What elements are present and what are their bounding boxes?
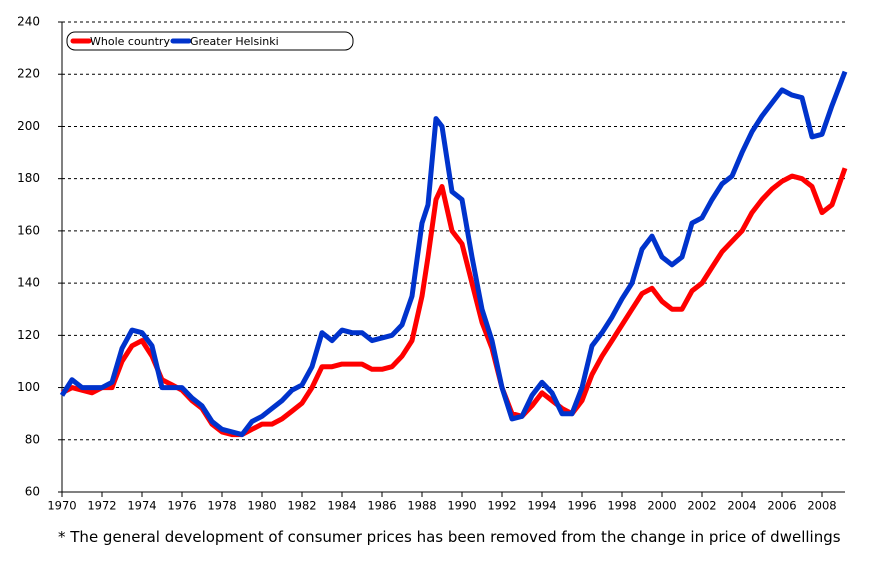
x-tick-label: 1996 [567, 499, 596, 513]
footnote: * The general development of consumer pr… [58, 528, 841, 546]
y-tick-label: 60 [25, 485, 40, 499]
y-tick-label: 180 [17, 171, 40, 185]
x-tick-label: 2002 [687, 499, 716, 513]
chart: 60 80 100 120 140 160 180 200 220 240 1970 1972 1974… [17, 15, 848, 513]
y-tick-label: 140 [17, 276, 40, 290]
x-tick-label: 1984 [327, 499, 356, 513]
x-tick-label: 1988 [407, 499, 436, 513]
x-tick-label: 1970 [47, 499, 76, 513]
legend: Whole country Greater Helsinki [66, 31, 354, 51]
x-tick-label: 1974 [127, 499, 156, 513]
legend-box [66, 31, 354, 51]
legend-label: Greater Helsinki [190, 35, 279, 48]
x-tick-label: 1998 [607, 499, 636, 513]
x-tick-label: 2008 [807, 499, 836, 513]
y-tick-label: 120 [17, 328, 40, 342]
x-tick-label: 1994 [527, 499, 556, 513]
x-tick-label: 1976 [167, 499, 196, 513]
x-tick-label: 2006 [767, 499, 796, 513]
y-tick-label: 200 [17, 119, 40, 133]
x-tick-label: 1980 [247, 499, 276, 513]
x-tick-label: 1990 [447, 499, 476, 513]
y-tick-label: 220 [17, 67, 40, 81]
y-tick-label: 160 [17, 223, 40, 237]
y-tick-label: 240 [17, 15, 40, 29]
y-tick-label: 100 [17, 380, 40, 394]
x-tick-label: 2000 [647, 499, 676, 513]
x-tick-label: 2004 [727, 499, 756, 513]
x-tick-label: 1982 [287, 499, 316, 513]
legend-label: Whole country [90, 35, 170, 48]
x-tick-label: 1986 [367, 499, 396, 513]
plot-area [62, 22, 845, 492]
x-tick-label: 1978 [207, 499, 236, 513]
x-tick-label: 1992 [487, 499, 516, 513]
series-line [59, 70, 848, 438]
y-tick-label: 80 [25, 432, 40, 446]
x-tick-label: 1972 [87, 499, 116, 513]
